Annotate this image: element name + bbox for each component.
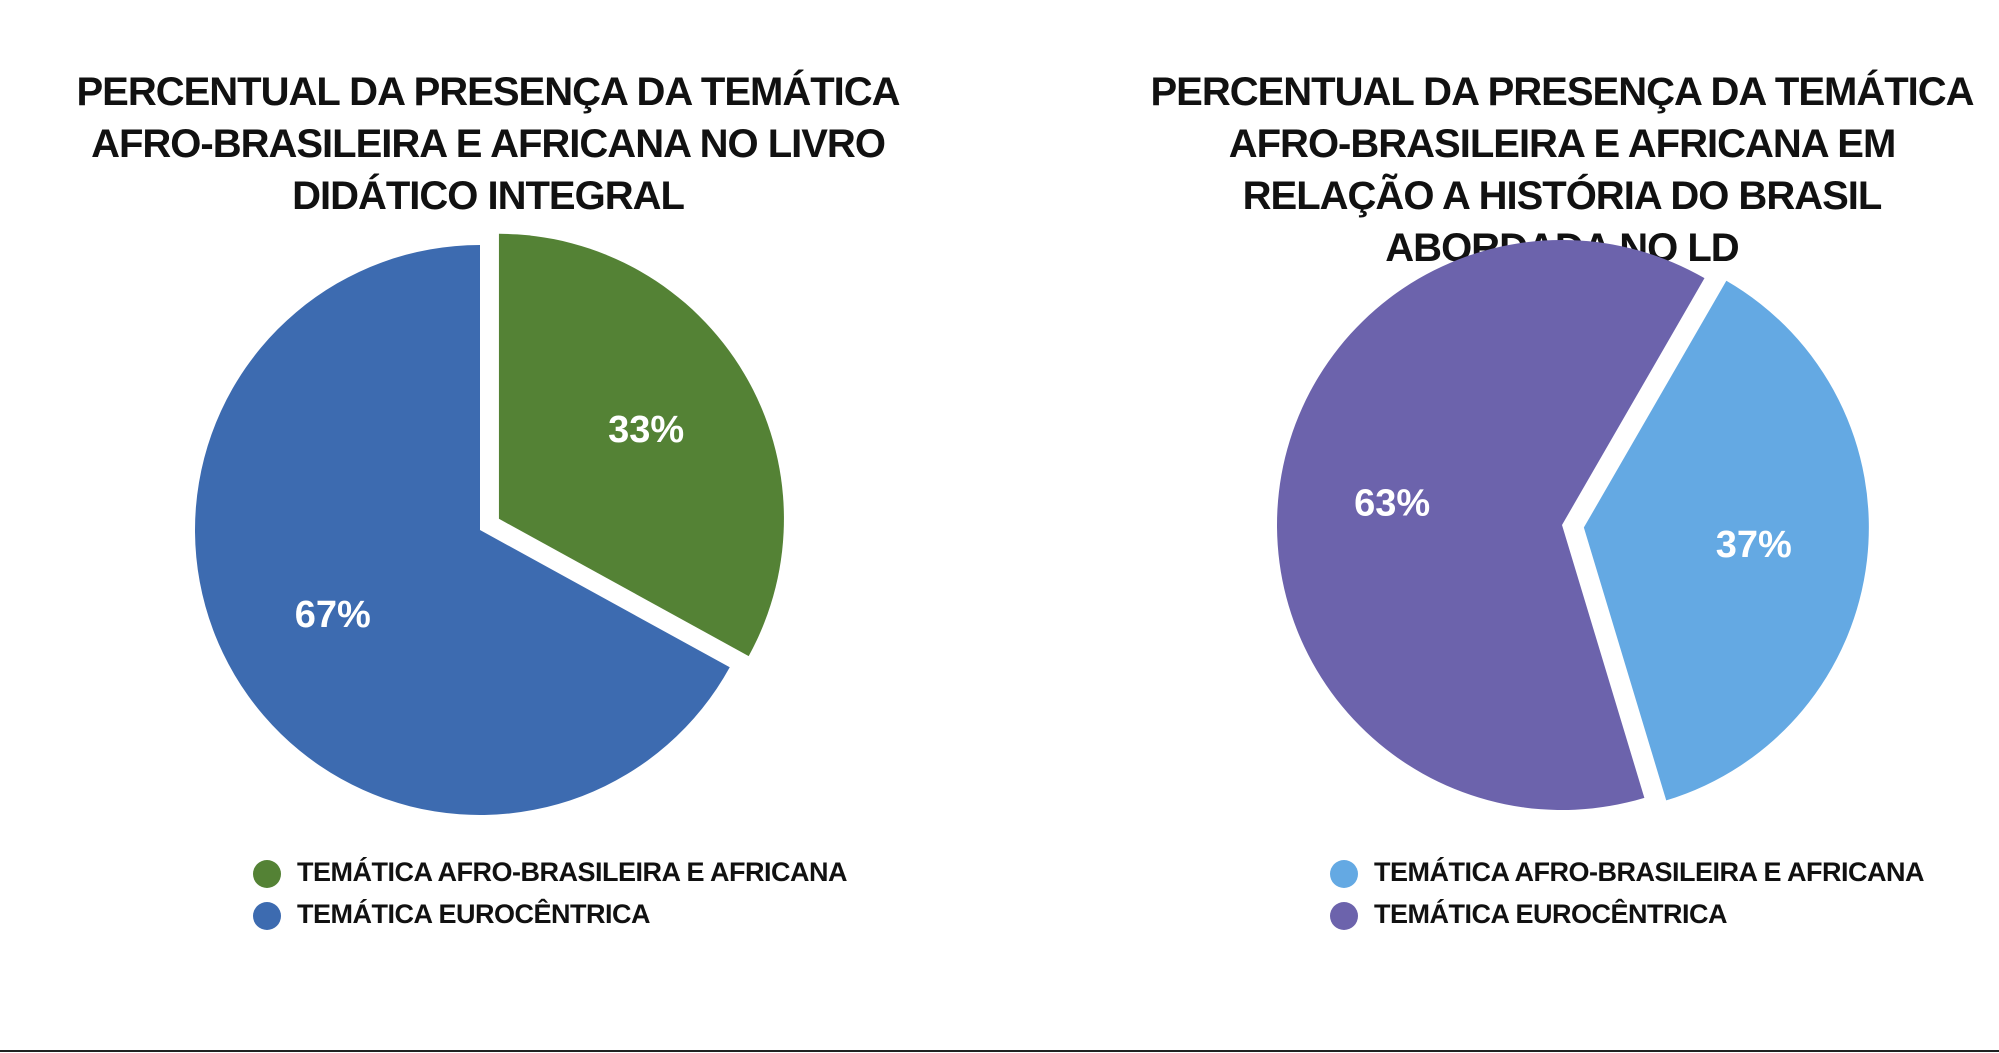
pie-slice [498,233,784,657]
data-label: 33% [608,409,684,451]
chart-title: PERCENTUAL DA PRESENÇA DA TEMÁTICA AFRO-… [1150,70,1974,270]
legend-label: TEMÁTICA EUROCÊNTRICA [1374,898,1727,929]
legend-label: TEMÁTICA AFRO-BRASILEIRA E AFRICANA [297,856,847,887]
legend-swatch [253,902,281,930]
legend-swatch [253,860,281,888]
legend-label: TEMÁTICA AFRO-BRASILEIRA E AFRICANA [1374,856,1924,887]
pie-slice [194,245,730,815]
pie-slice [1277,239,1705,811]
legend-swatch [1330,860,1358,888]
chart-title: PERCENTUAL DA PRESENÇA DA TEMÁTICA AFRO-… [76,70,900,218]
legend-label: TEMÁTICA EUROCÊNTRICA [297,898,650,929]
data-label: 63% [1354,482,1430,524]
pie-slice [1583,280,1869,801]
data-label: 37% [1716,524,1792,566]
legend-swatch [1330,902,1358,930]
data-label: 67% [295,594,371,636]
